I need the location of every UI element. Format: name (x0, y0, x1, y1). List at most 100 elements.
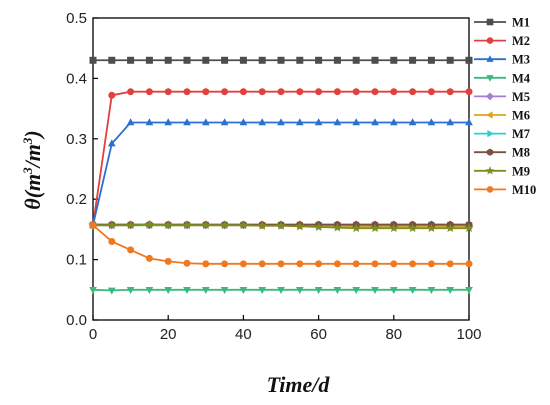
data-point (313, 222, 324, 231)
legend-item-m6: M6 (474, 109, 530, 123)
legend-item-m2: M2 (474, 34, 530, 48)
y-tick-label: 0.1 (66, 252, 87, 269)
data-point (107, 287, 116, 295)
data-point (332, 222, 343, 232)
legend-label: M4 (512, 71, 531, 85)
data-point (258, 56, 266, 64)
legend-item-m4: M4 (474, 71, 531, 85)
data-point (89, 287, 97, 294)
data-point (333, 287, 342, 294)
data-point (352, 260, 360, 268)
legend-marker (486, 111, 493, 119)
legend-label: M3 (512, 53, 530, 67)
data-point (257, 220, 267, 230)
data-point (221, 88, 229, 96)
data-point (276, 220, 286, 230)
data-point (427, 56, 435, 64)
data-point (239, 118, 248, 126)
series-line (92, 121, 469, 226)
data-point (89, 56, 97, 64)
data-point (465, 88, 473, 96)
data-point (427, 118, 436, 126)
data-point (108, 91, 116, 99)
data-point (144, 219, 155, 229)
y-axis-title: θ(m3/m3) (20, 130, 45, 209)
y-tick-label: 0.5 (66, 10, 87, 27)
data-point (183, 287, 191, 294)
data-point (315, 88, 323, 96)
series-m2 (89, 88, 473, 229)
data-point (145, 287, 154, 294)
data-point (108, 56, 116, 64)
x-tick-label: 40 (235, 326, 252, 343)
legend-label: M8 (512, 146, 530, 160)
data-point (352, 287, 361, 294)
data-point (408, 287, 417, 294)
data-point (446, 287, 455, 294)
series-m1 (89, 56, 473, 64)
x-tick-label: 20 (160, 326, 177, 343)
legend-label: M2 (512, 34, 530, 48)
data-point (446, 260, 454, 268)
data-point (295, 118, 304, 126)
data-point (296, 260, 304, 268)
data-point (409, 88, 417, 96)
plot-frame (92, 17, 470, 321)
data-point (277, 287, 285, 294)
data-point (258, 287, 267, 294)
legend-label: M7 (512, 127, 530, 141)
data-point (258, 260, 266, 268)
data-point (164, 88, 172, 96)
data-point (464, 223, 474, 233)
series-m9 (88, 219, 474, 233)
data-point (164, 287, 173, 294)
data-point (333, 260, 341, 268)
y-tick-label: 0.3 (66, 131, 87, 148)
legend-marker (486, 148, 494, 156)
data-point (126, 118, 135, 126)
data-point (164, 118, 173, 126)
data-point (239, 287, 248, 294)
data-point (371, 287, 379, 294)
legend-marker (486, 75, 494, 82)
y-tick-label: 0.2 (66, 191, 87, 208)
x-tick-label: 60 (310, 326, 327, 343)
data-point (315, 56, 323, 64)
data-point (258, 88, 266, 96)
x-axis-title: Time/d (267, 372, 331, 397)
legend-label: M5 (512, 90, 530, 104)
data-point (296, 56, 304, 64)
data-point (183, 118, 191, 126)
data-point (221, 260, 229, 268)
legend-marker (487, 129, 494, 138)
data-point (220, 118, 229, 126)
data-point (427, 260, 435, 268)
data-point (201, 220, 211, 230)
data-point (333, 88, 341, 96)
data-point (145, 254, 153, 262)
data-point (145, 88, 153, 96)
data-point (465, 287, 473, 294)
data-point (389, 223, 399, 233)
data-point (371, 88, 379, 96)
data-point (107, 139, 116, 147)
data-point (351, 223, 361, 233)
legend-item-m1: M1 (474, 16, 530, 30)
data-point (277, 260, 285, 268)
data-point (371, 260, 379, 268)
legend-label: M6 (512, 109, 530, 123)
data-point (127, 88, 135, 96)
data-point (315, 260, 323, 268)
data-point (407, 223, 418, 233)
data-point (89, 221, 97, 229)
series-layer (88, 56, 474, 295)
legend-item-m9: M9 (474, 164, 530, 178)
data-point (258, 118, 267, 126)
data-point (426, 223, 437, 233)
data-point (277, 88, 285, 96)
data-point (446, 88, 454, 96)
x-tick-label: 80 (385, 326, 402, 343)
data-point (370, 223, 380, 233)
legend: M1 M2 M3 M4 M5 M6 M7 M8 M9 M10 (474, 16, 536, 197)
legend-marker (486, 37, 494, 44)
